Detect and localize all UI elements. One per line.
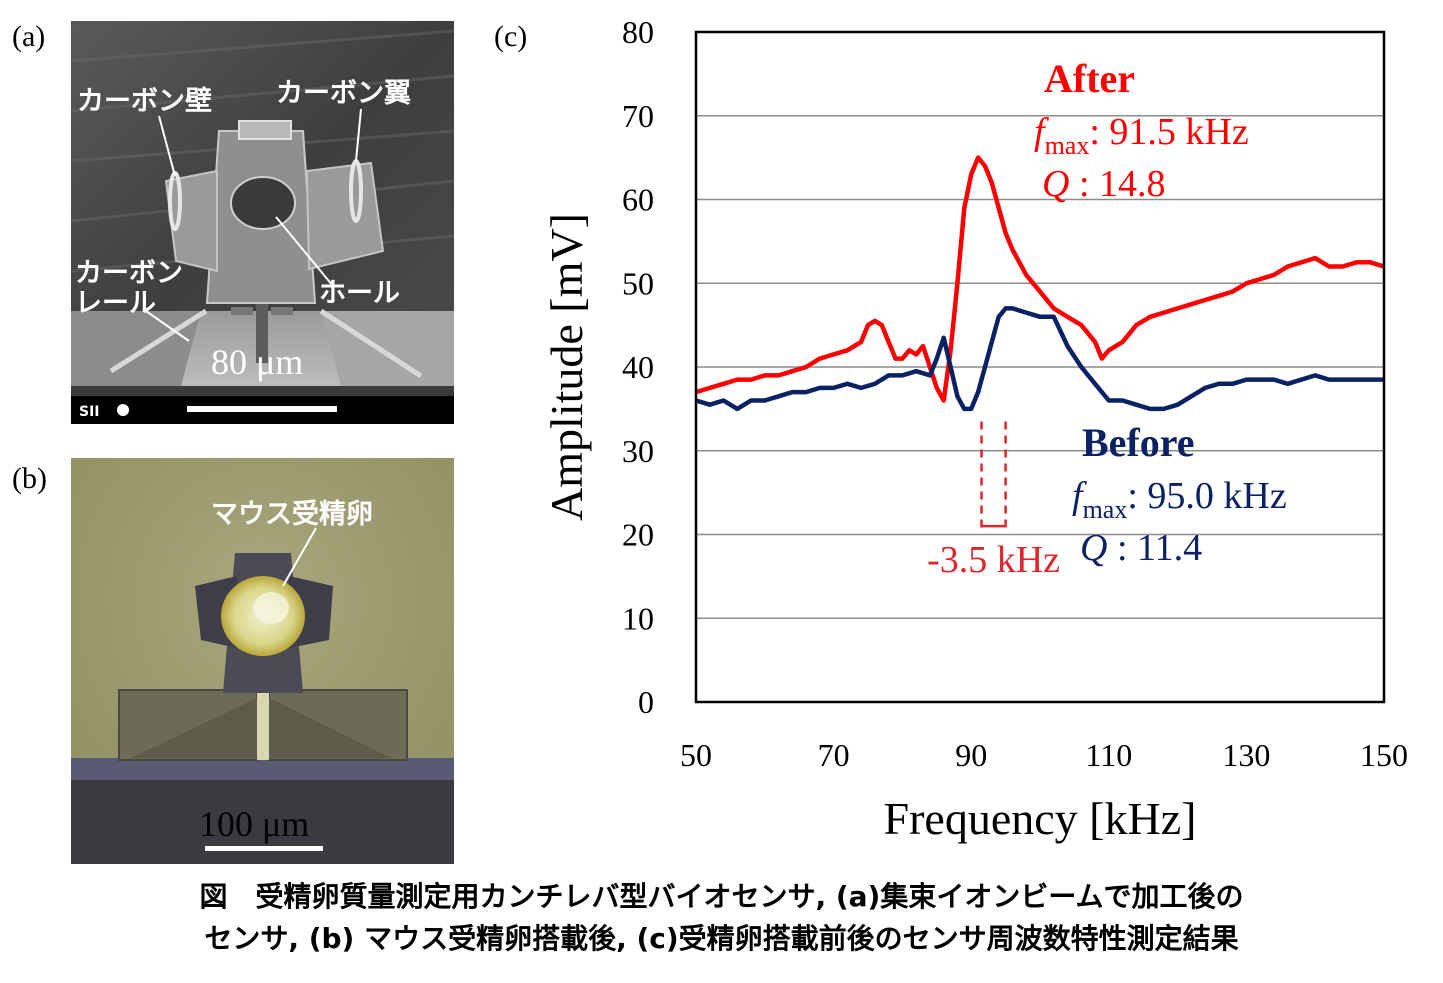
panel-label-a: (a) xyxy=(12,20,46,53)
label-mouse-egg: マウス受精卵 xyxy=(211,499,373,530)
chart-svg: 0 10 20 30 40 50 60 70 80 50 70 90 110 130 150 After fm… xyxy=(541,14,1408,844)
figure-caption: 図 受精卵質量測定用カンチレバ型バイオセンサ, (a)集束イオンビームで加工後の… xyxy=(0,876,1443,960)
caption-line-2: センサ, (b) マウス受精卵搭載後, (c)受精卵搭載前後のセンサ周波数特性測… xyxy=(204,922,1239,955)
y-tick-50: 50 xyxy=(622,265,654,301)
optical-drawing xyxy=(71,458,454,864)
series-line-before xyxy=(695,306,1384,412)
before-annotation-q: Q : 11.4 xyxy=(1080,527,1202,569)
x-tick-50: 50 xyxy=(680,737,712,773)
y-tick-70: 70 xyxy=(622,98,654,134)
x-axis-title: Frequency [kHz] xyxy=(884,793,1197,844)
caption-line-1: 図 受精卵質量測定用カンチレバ型バイオセンサ, (a)集束イオンビームで加工後の xyxy=(199,880,1244,913)
grid-lines xyxy=(696,115,1384,619)
sem-scale-label: 80 μm xyxy=(211,342,304,382)
y-tick-80: 80 xyxy=(622,14,654,50)
optical-micrograph: マウス受精卵 100 μm xyxy=(71,458,454,864)
y-tick-30: 30 xyxy=(622,433,654,469)
y-tick-60: 60 xyxy=(622,182,654,218)
x-tick-150: 150 xyxy=(1360,737,1408,773)
x-tick-90: 90 xyxy=(955,737,987,773)
label-carbon-rail: カーボン レール xyxy=(75,258,183,319)
series-layer xyxy=(695,155,1385,412)
plot-frame xyxy=(694,30,1386,704)
panel-label-c: (c) xyxy=(494,20,528,53)
label-carbon-wing: カーボン翼 xyxy=(276,78,411,109)
before-annotation-title: Before xyxy=(1082,420,1195,465)
sem-micrograph: SII カーボン壁 カーボン翼 カーボン レール ホール 80 μm xyxy=(71,21,454,424)
y-tick-40: 40 xyxy=(622,349,654,385)
y-tick-0: 0 xyxy=(638,684,654,720)
x-tick-110: 110 xyxy=(1085,737,1132,773)
y-tick-20: 20 xyxy=(622,517,654,553)
sem-drawing: SII xyxy=(71,21,454,424)
after-annotation-title: After xyxy=(1044,56,1135,101)
sem-logo: SII xyxy=(79,404,100,420)
label-hole: ホール xyxy=(319,278,400,309)
shift-label: -3.5 kHz xyxy=(927,539,1060,581)
after-annotation-q: Q : 14.8 xyxy=(1042,163,1166,205)
tick-labels: 0 10 20 30 40 50 60 70 80 50 70 90 110 130 150 xyxy=(622,14,1408,773)
before-annotation-fmax: fmax: 95.0 kHz xyxy=(1072,475,1287,524)
panel-label-b: (b) xyxy=(12,462,47,495)
after-annotation-fmax: fmax: 91.5 kHz xyxy=(1034,111,1249,160)
x-tick-70: 70 xyxy=(818,737,850,773)
y-axis-title: Amplitude [mV] xyxy=(541,213,592,521)
optical-scale-label: 100 μm xyxy=(199,804,310,844)
frequency-response-chart: 0 10 20 30 40 50 60 70 80 50 70 90 110 130 150 After fm… xyxy=(530,10,1435,860)
series-line-after xyxy=(695,155,1385,403)
x-tick-130: 130 xyxy=(1222,737,1270,773)
label-carbon-wall: カーボン壁 xyxy=(77,86,212,117)
y-tick-10: 10 xyxy=(622,600,654,636)
